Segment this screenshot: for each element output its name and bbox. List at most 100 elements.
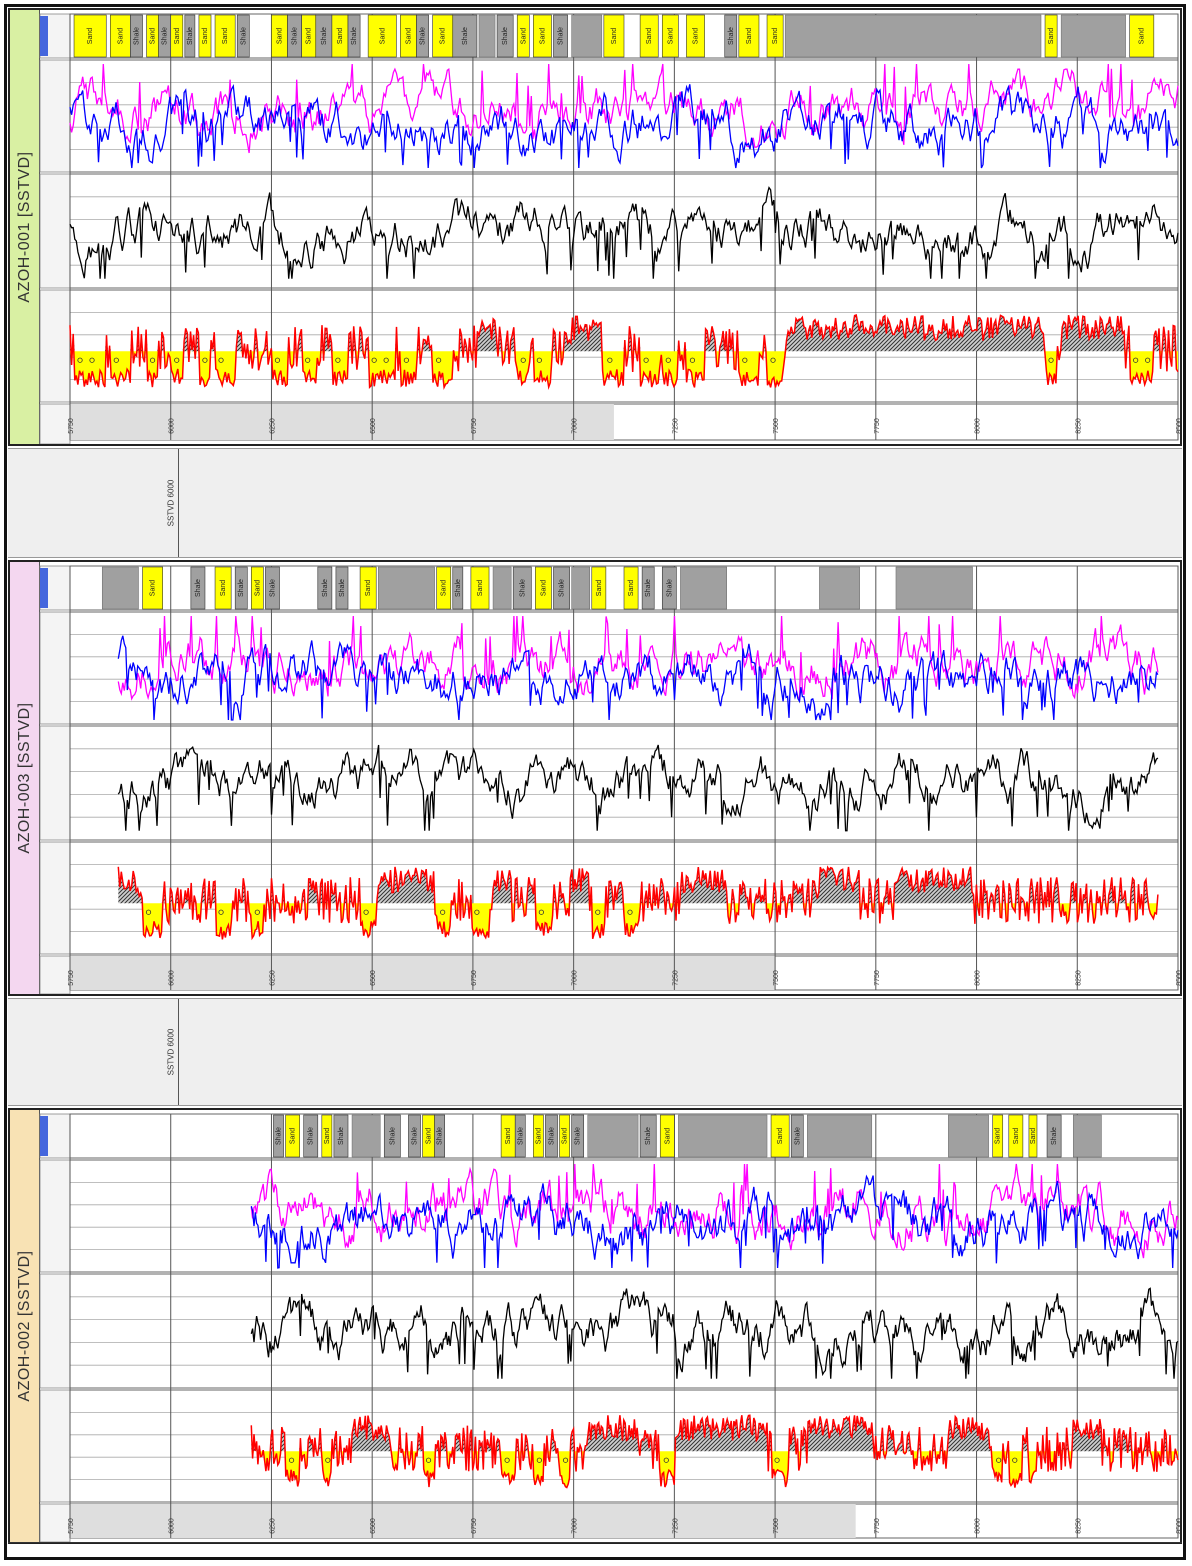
lithology-label: Shale	[187, 27, 194, 45]
lithology-label: Shale	[1051, 1127, 1058, 1145]
depth-tick-label: 6750	[471, 418, 478, 434]
lithology-label: Sand	[1013, 1128, 1020, 1144]
lithology-block-shale	[948, 1114, 989, 1158]
sand-symbol	[202, 357, 208, 363]
sand-symbol	[436, 357, 442, 363]
depth-tick-label: 6250	[269, 418, 276, 434]
depth-tick-label: 6750	[471, 1518, 478, 1534]
sand-symbol	[89, 357, 95, 363]
curve-black	[117, 744, 1159, 832]
lithology-label: Sand	[379, 28, 386, 44]
lithology-block-shale	[512, 566, 532, 610]
well-panel-azoh-003: AZOH-003 [SSTVD] 5750 6000 6250 6500 6750 700…	[8, 560, 1182, 996]
lithology-label: Shale	[339, 579, 346, 597]
lithology-block-shale	[190, 566, 206, 610]
sand-symbol	[305, 357, 311, 363]
sand-symbol	[536, 357, 542, 363]
lithology-label: Sand	[277, 28, 284, 44]
sand-symbol	[383, 357, 389, 363]
lithology-label: Sand	[535, 1128, 542, 1144]
sand-symbol	[536, 1457, 542, 1463]
depth-tick-label: 7750	[874, 418, 881, 434]
well-plot-azoh-002: 5750 6000 6250 6500 6750 7000 7250 7500 7750 8000…	[39, 1113, 1180, 1542]
lithology-block-sand	[639, 14, 659, 58]
curve-blue	[117, 635, 1159, 721]
lithology-block-sand	[198, 14, 212, 58]
lithology-label: Sand	[405, 28, 412, 44]
lithology-block-sand	[367, 14, 397, 58]
depth-tick-label: 7000	[572, 418, 579, 434]
lithology-block-shale	[571, 566, 591, 610]
sand-symbol	[218, 909, 224, 915]
sand-symbol	[145, 909, 152, 915]
sand-symbol	[363, 909, 369, 915]
lithology-block-shale	[587, 1114, 639, 1158]
depth-tick-label: 8500	[1176, 418, 1180, 434]
depth-tick-label: 7500	[773, 418, 780, 434]
lithology-block-sand	[591, 566, 607, 610]
lithology-label: Shale	[517, 1127, 524, 1145]
lithology-block-sand	[659, 1114, 675, 1158]
lithology-label: Sand	[306, 28, 313, 44]
lithology-block-shale	[347, 14, 361, 58]
lithology-label: Shale	[728, 27, 735, 45]
lithology-label: Shale	[420, 27, 427, 45]
lithology-block-sand	[992, 1114, 1004, 1158]
lithology-label: Shale	[437, 1127, 444, 1145]
lithology-block-shale	[678, 1114, 768, 1158]
lithology-label: Shale	[133, 27, 140, 45]
depth-tick-label: 8000	[975, 418, 982, 434]
track1-header	[39, 1159, 71, 1273]
well-panel-azoh-002: AZOH-002 [SSTVD] 5750 6000 6250 6500 6750 700…	[8, 1108, 1182, 1544]
lithology-block-sand	[73, 14, 107, 58]
lithology-block-shale	[101, 566, 139, 610]
depth-header	[39, 955, 71, 994]
lithology-block-shale	[496, 14, 514, 58]
lithology-label: Shale	[195, 579, 202, 597]
lithology-label: Shale	[462, 27, 469, 45]
lithology-block-sand	[170, 14, 184, 58]
lithology-label: Sand	[520, 28, 527, 44]
lithology-block-shale	[514, 1114, 526, 1158]
curve-gamma-ray	[250, 1414, 1179, 1489]
lithology-block-sand	[661, 14, 679, 58]
depth-tick-label: 6750	[471, 970, 478, 986]
lithology-label: Sand	[1030, 1128, 1037, 1144]
lithology-label: Sand	[254, 580, 261, 596]
depth-track-shade	[70, 404, 614, 440]
sand-symbol	[996, 1457, 1002, 1463]
depth-tick-label: 6000	[169, 1518, 176, 1534]
lithology-label: Sand	[426, 1128, 433, 1144]
gr-shale-fill	[251, 1415, 1179, 1452]
datum-line	[178, 999, 179, 1105]
lithology-block-shale	[553, 14, 568, 58]
depth-tick-label: 8250	[1075, 1518, 1082, 1534]
sand-symbol	[218, 357, 224, 363]
lithology-block-shale	[383, 1114, 401, 1158]
depth-track-shade	[70, 1504, 856, 1538]
gr-shale-fill	[70, 315, 1178, 352]
lithology-label: Sand	[440, 28, 447, 44]
curve-magenta	[69, 63, 1179, 154]
lithology-label: Sand	[290, 1128, 297, 1144]
lithology-block-shale	[130, 14, 143, 58]
sand-symbol	[742, 357, 748, 363]
lithology-block-shale	[819, 566, 860, 610]
lith-legend-swatch	[40, 1116, 48, 1156]
lithology-block-shale	[273, 1114, 284, 1158]
well-title-tab: AZOH-002 [SSTVD]	[10, 1110, 40, 1542]
lithology-block-sand	[214, 566, 232, 610]
lithology-block-shale	[784, 14, 1042, 58]
lithology-label: Shale	[322, 579, 329, 597]
depth-tick-label: 7250	[672, 418, 679, 434]
depth-tick-label: 7500	[773, 970, 780, 986]
curve-magenta	[250, 1163, 1179, 1259]
lithology-block-shale	[408, 1114, 421, 1158]
track3-header	[39, 841, 71, 955]
lithology-label: Sand	[477, 580, 484, 596]
lithology-block-shale	[265, 566, 280, 610]
curve-gamma-ray	[69, 313, 1179, 390]
sand-symbol	[325, 1457, 331, 1463]
lithology-block-shale	[724, 14, 738, 58]
lithology-block-sand	[533, 14, 552, 58]
